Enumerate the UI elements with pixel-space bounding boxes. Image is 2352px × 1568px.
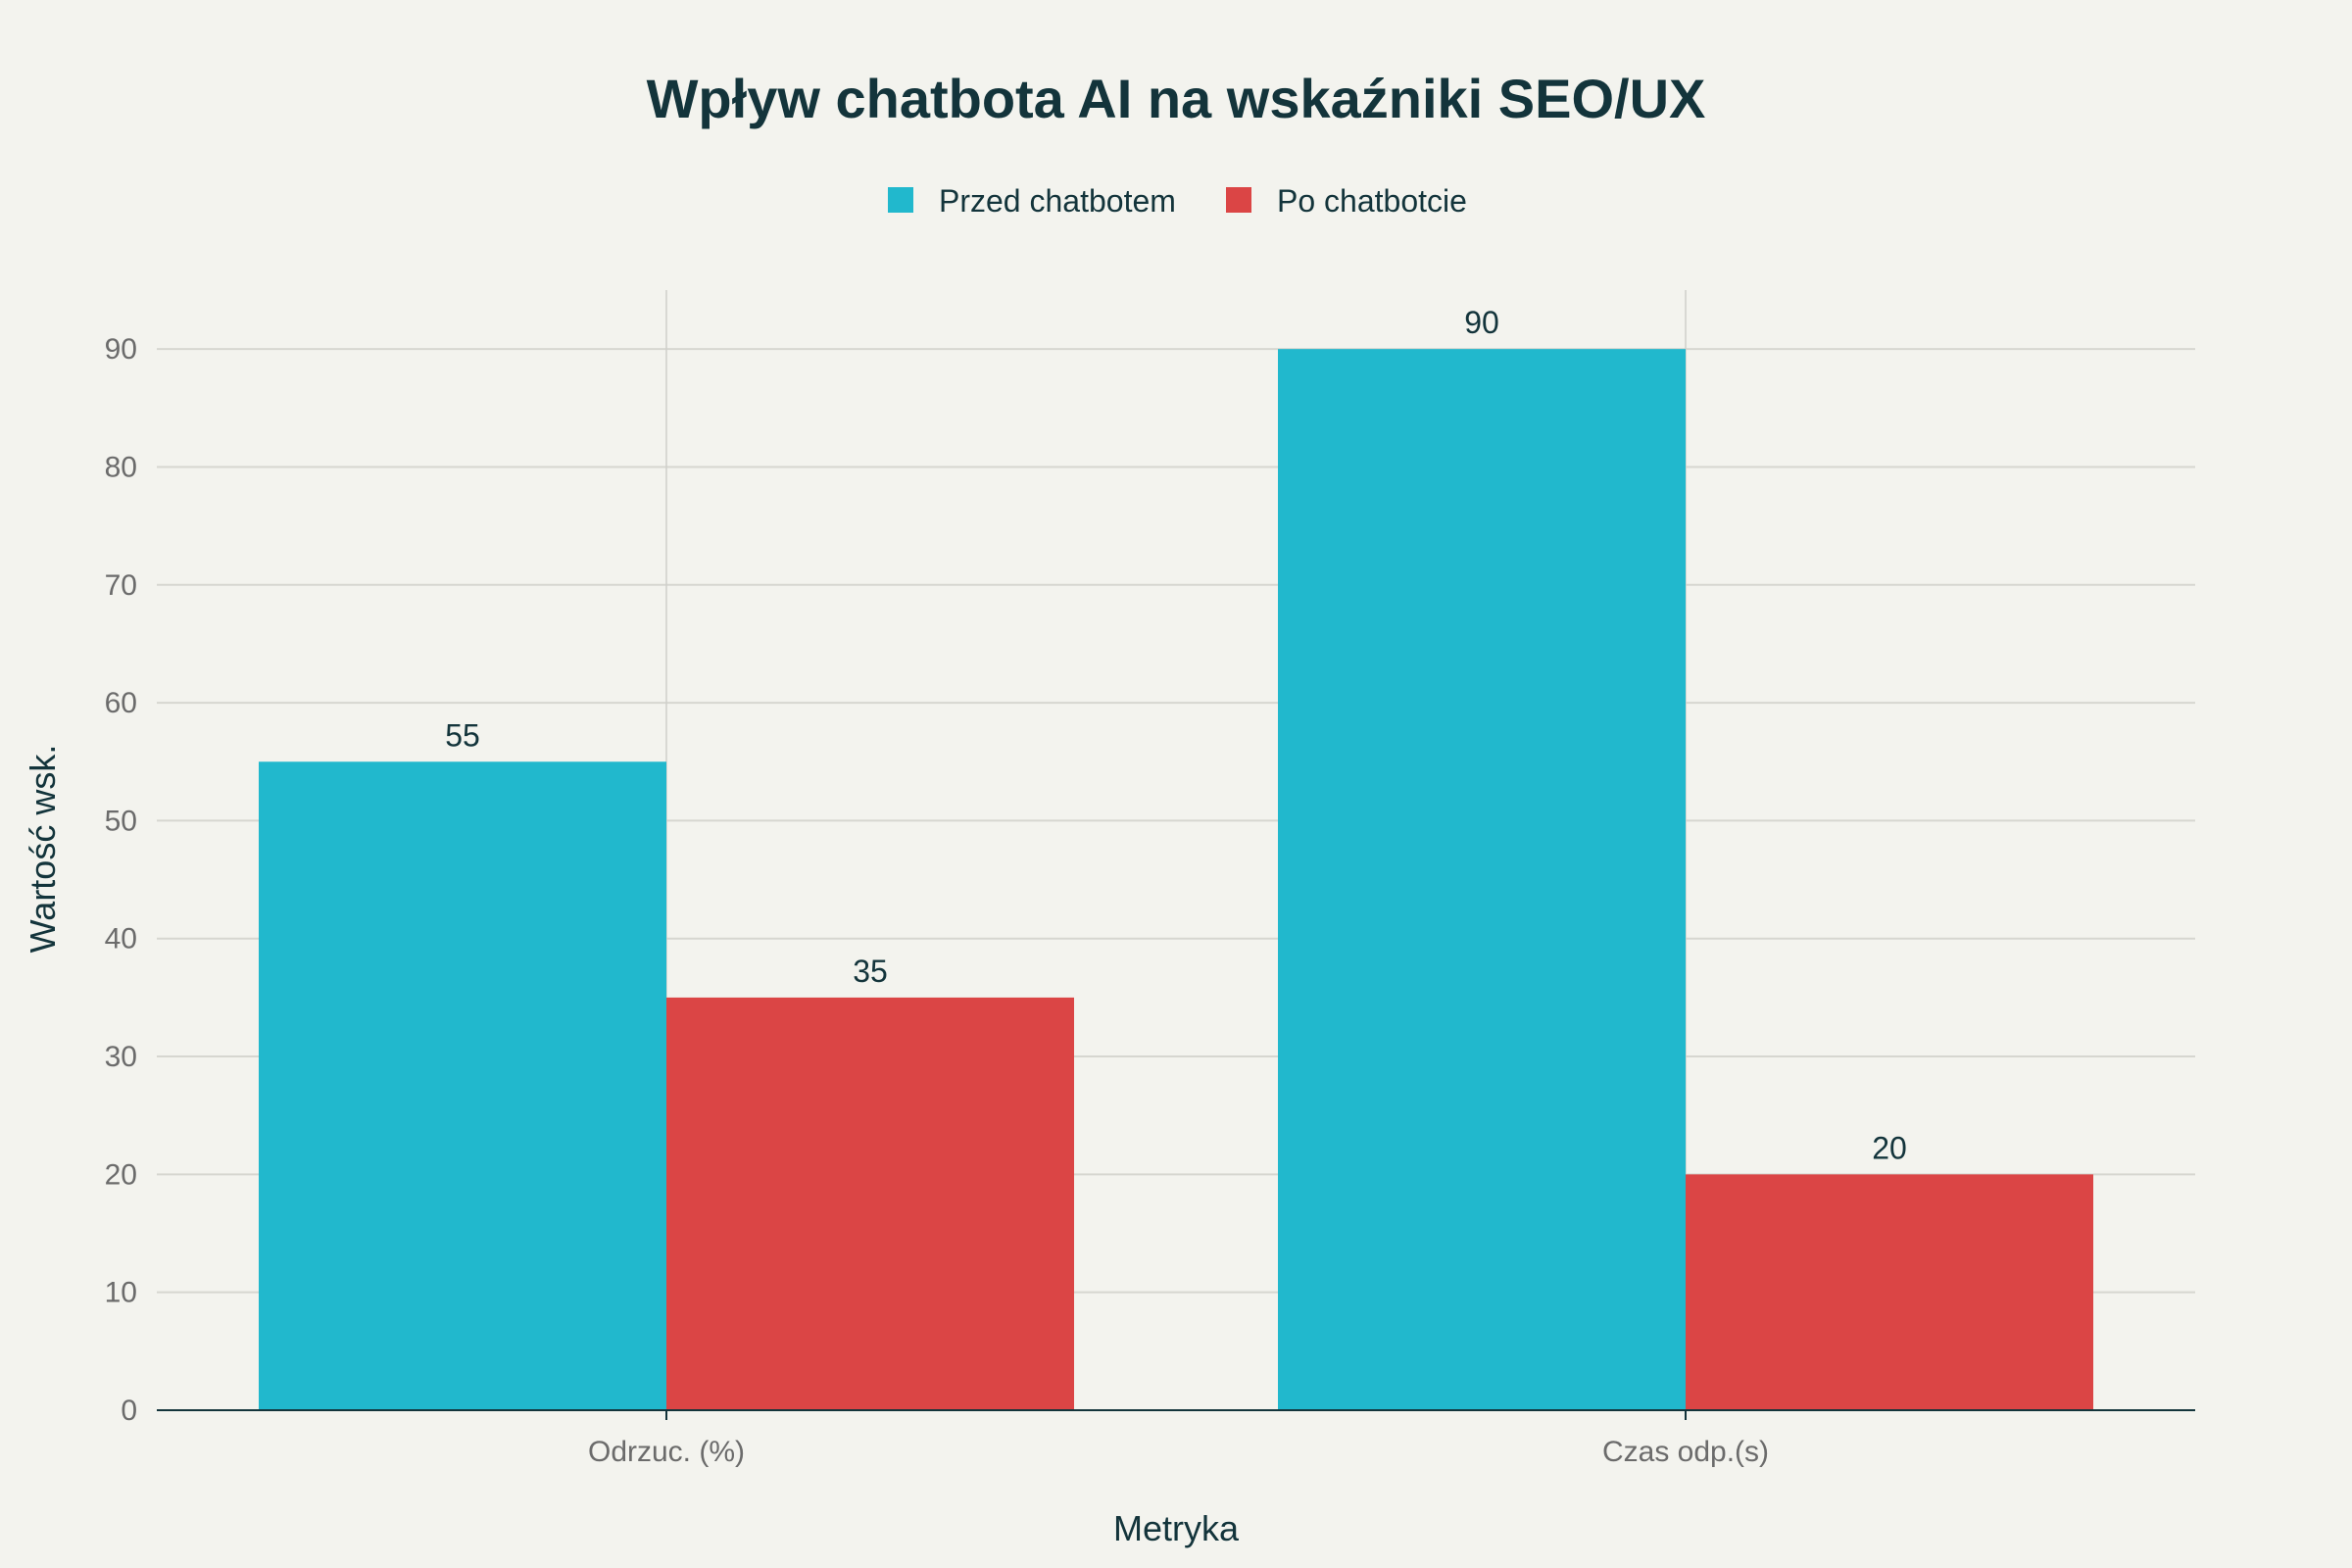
y-tick-label: 20 xyxy=(105,1158,137,1191)
x-tick-label: Odrzuc. (%) xyxy=(588,1436,745,1468)
legend-swatch-before xyxy=(888,187,913,213)
bar-value-label: 55 xyxy=(445,717,480,753)
y-tick-label: 80 xyxy=(105,451,137,483)
y-tick-label: 0 xyxy=(121,1395,137,1427)
bar xyxy=(1278,349,1686,1410)
y-tick-label: 40 xyxy=(105,923,137,956)
legend-label-before: Przed chatbotem xyxy=(939,183,1176,219)
bars xyxy=(259,349,2093,1410)
x-axis-title: Metryka xyxy=(1113,1508,1240,1548)
data-labels: 55 35 90 20 xyxy=(445,305,1907,1165)
y-tick-label: 30 xyxy=(105,1041,137,1073)
bar-value-label: 35 xyxy=(853,954,888,989)
y-axis-ticks: 0 10 20 30 40 50 60 70 80 90 xyxy=(105,333,137,1427)
x-tick-label: Czas odp.(s) xyxy=(1602,1436,1769,1468)
bar xyxy=(666,997,1074,1410)
bar xyxy=(1686,1174,2093,1410)
chart-title: Wpływ chatbota AI na wskaźniki SEO/UX xyxy=(647,68,1706,129)
y-tick-label: 60 xyxy=(105,687,137,719)
y-tick-label: 90 xyxy=(105,333,137,366)
bar xyxy=(259,761,666,1410)
y-tick-label: 50 xyxy=(105,805,137,837)
y-tick-label: 70 xyxy=(105,569,137,602)
bar-value-label: 20 xyxy=(1872,1130,1907,1165)
y-tick-label: 10 xyxy=(105,1277,137,1309)
legend-label-after: Po chatbotcie xyxy=(1277,183,1467,219)
bar-value-label: 90 xyxy=(1464,305,1499,340)
y-axis-title: Wartość wsk. xyxy=(23,745,63,954)
x-axis-ticks: Odrzuc. (%) Czas odp.(s) xyxy=(588,1410,1769,1468)
legend-swatch-after xyxy=(1226,187,1251,213)
legend: Przed chatbotem Po chatbotcie xyxy=(888,183,1467,219)
